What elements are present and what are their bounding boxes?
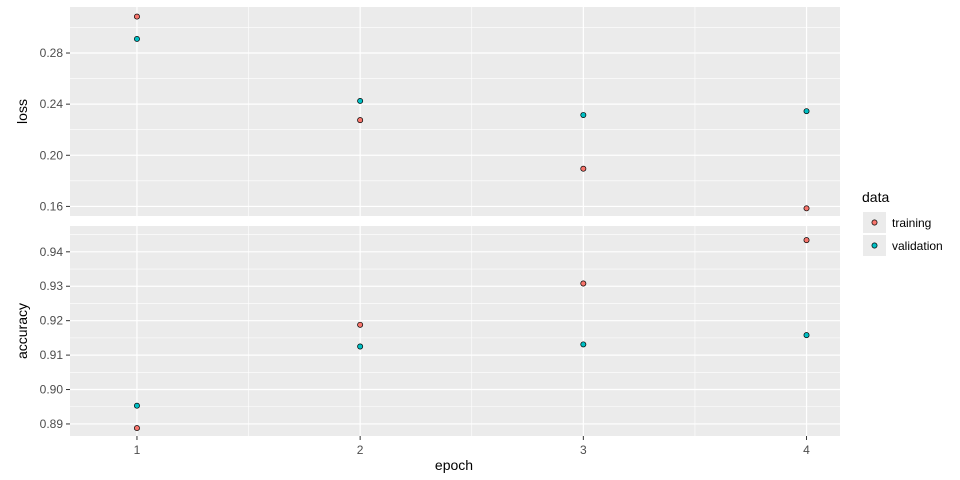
point-validation (803, 332, 810, 339)
point-validation (134, 402, 140, 409)
y-tick-label: 0.16 (40, 199, 64, 213)
point-validation (134, 36, 140, 42)
point-training (580, 280, 587, 287)
x-tick-label: 3 (580, 443, 587, 457)
point-training (580, 165, 587, 172)
legend-item-training: training (863, 212, 931, 233)
legend: data training validation (862, 189, 943, 256)
x-tick-label: 4 (803, 443, 810, 457)
y-tick-label: 0.93 (40, 279, 64, 293)
legend-items: training validation (863, 212, 943, 256)
panel-loss: 0.16 0.20 0.24 0.28 loss (14, 7, 840, 216)
point-validation (803, 108, 810, 115)
y-tick-label: 0.89 (40, 417, 64, 431)
legend-key-point (871, 242, 878, 249)
y-tick-label: 0.94 (40, 245, 64, 259)
legend-title: data (862, 189, 889, 205)
x-tick-label: 1 (134, 443, 141, 457)
point-validation (580, 341, 587, 348)
point-training (357, 117, 364, 124)
y-tick-label: 0.91 (40, 348, 64, 362)
legend-label: training (892, 216, 931, 230)
legend-item-validation: validation (863, 235, 943, 256)
y-tick-label: 0.28 (40, 46, 64, 60)
y-tick-label: 0.20 (40, 148, 64, 162)
y-tick-label: 0.24 (40, 97, 64, 111)
y-axis-title-loss: loss (14, 99, 30, 124)
point-training (803, 237, 810, 244)
y-axis-title-accuracy: accuracy (14, 303, 30, 359)
point-validation (357, 343, 364, 350)
legend-key-point (871, 219, 878, 226)
legend-label: validation (892, 239, 943, 253)
point-training (357, 321, 364, 328)
y-tick-label: 0.92 (40, 314, 64, 328)
point-training (134, 13, 140, 20)
x-axis: 1 2 3 4 (134, 436, 810, 457)
panel-background (70, 7, 840, 216)
point-validation (580, 112, 587, 118)
point-training (803, 205, 810, 212)
x-axis-title: epoch (435, 457, 473, 473)
point-training (134, 425, 140, 432)
x-tick-label: 2 (357, 443, 364, 457)
y-tick-label: 0.90 (40, 383, 64, 397)
panels-layer: 0.16 0.20 0.24 0.28 loss 0.89 0.90 0.91 0.92 0.93… (14, 7, 840, 436)
panel-accuracy: 0.89 0.90 0.91 0.92 0.93 0.94 accuracy (14, 226, 840, 436)
panel-background (70, 226, 840, 436)
point-validation (357, 98, 364, 104)
